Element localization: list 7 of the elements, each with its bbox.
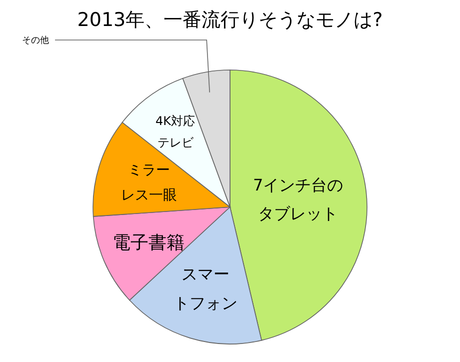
slice-label: その他	[22, 35, 49, 46]
slice-label: ミラーレス一眼	[120, 162, 177, 204]
slice-label: 7インチ台のタブレット	[252, 175, 344, 224]
slice-label: 4K対応テレビ	[155, 114, 195, 150]
slice-label: 電子書籍	[112, 232, 184, 254]
chart-title: 2013年、一番流行りそうなモノは?	[77, 9, 383, 31]
slice-label: スマートフォン	[173, 264, 238, 312]
